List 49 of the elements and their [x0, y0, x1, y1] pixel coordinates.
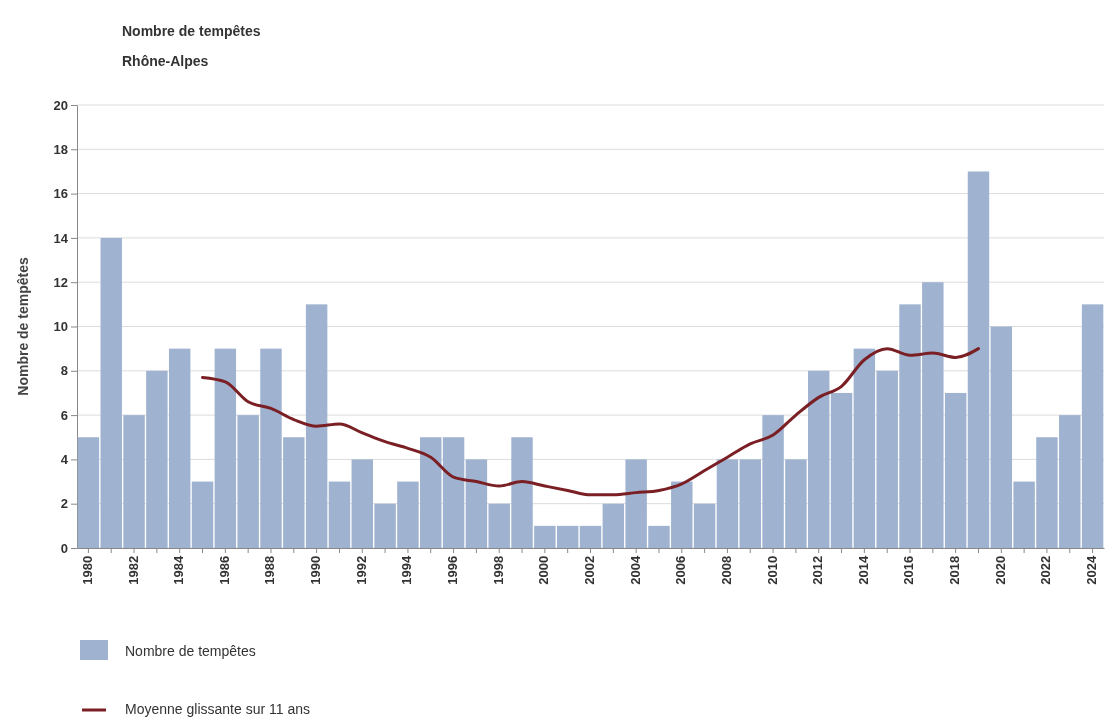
legend-label: Moyenne glissante sur 11 ans	[125, 701, 310, 717]
x-tick-label: 1996	[445, 555, 461, 585]
bar	[328, 481, 351, 548]
x-tick-label: 1984	[171, 555, 187, 585]
chart-title: Nombre de tempêtes	[122, 23, 261, 39]
bar	[191, 481, 214, 548]
x-tick-label: 1980	[79, 555, 95, 585]
x-tick-label: 2016	[901, 555, 917, 585]
y-tick-label: 2	[60, 496, 68, 512]
x-tick-label: 1994	[399, 555, 415, 585]
y-tick-label: 14	[53, 230, 69, 246]
x-tick-label: 2024	[1084, 555, 1100, 585]
y-tick-label: 20	[53, 97, 68, 113]
x-tick-label: 2010	[764, 555, 780, 585]
chart-subtitle: Rhône-Alpes	[122, 53, 209, 69]
y-tick-label: 12	[53, 274, 68, 290]
y-tick-label: 16	[53, 186, 68, 202]
x-tick-label: 1988	[262, 555, 278, 585]
y-tick-label: 8	[60, 363, 68, 379]
x-tick-label: 2022	[1038, 555, 1054, 585]
legend-label: Nombre de tempêtes	[125, 643, 256, 659]
bar	[579, 525, 602, 548]
x-tick-label: 1982	[125, 555, 141, 585]
line-series	[201, 347, 980, 497]
bar	[442, 437, 465, 548]
x-tick-label: 2018	[947, 555, 963, 585]
bar	[830, 392, 853, 548]
x-tick-label: 2012	[810, 555, 826, 585]
x-tick-label: 2020	[992, 555, 1008, 585]
x-tick-label: 2004	[627, 555, 643, 585]
bar	[967, 171, 990, 548]
bar	[1081, 304, 1104, 548]
x-tick-label: 2008	[718, 555, 734, 585]
x-tick-label: 2014	[855, 555, 871, 585]
y-tick-label: 6	[60, 407, 68, 423]
y-tick-label: 4	[60, 452, 69, 468]
y-tick-label: 10	[53, 319, 68, 335]
y-tick-label: 18	[53, 141, 68, 157]
x-tick-label: 2006	[673, 555, 689, 585]
bar	[716, 459, 739, 548]
x-tick-label: 1992	[353, 555, 369, 585]
x-tick-label: 2002	[581, 555, 597, 585]
x-tick-label: 2000	[536, 555, 552, 585]
x-tick-label: 1998	[490, 555, 506, 585]
x-tick-label: 1990	[308, 555, 324, 585]
bar	[77, 437, 100, 548]
y-axis-title: Nombre de tempêtes	[15, 257, 31, 396]
x-tick-label: 1986	[216, 555, 232, 585]
y-tick-label: 0	[60, 540, 68, 556]
